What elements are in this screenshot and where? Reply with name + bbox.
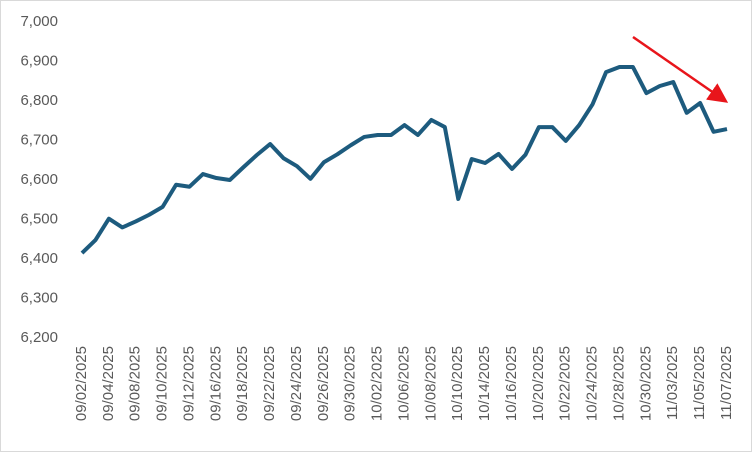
x-tick-label: 09/02/2025 (73, 346, 90, 421)
x-tick-label: 09/22/2025 (261, 346, 278, 421)
x-tick-label: 11/03/2025 (664, 346, 681, 420)
x-tick-label: 10/14/2025 (476, 346, 493, 421)
x-tick-label: 09/30/2025 (342, 346, 359, 421)
x-tick-label: 10/16/2025 (503, 346, 520, 421)
x-tick-label: 09/04/2025 (100, 346, 117, 421)
x-tick-label: 09/10/2025 (154, 346, 171, 421)
x-tick-label: 10/10/2025 (449, 346, 466, 421)
trend-arrow (632, 35, 729, 103)
y-tick-label: 7,000 (20, 13, 58, 30)
y-tick-label: 6,800 (20, 92, 58, 109)
x-tick-label: 10/22/2025 (557, 346, 574, 421)
x-tick-label: 10/20/2025 (530, 346, 547, 421)
x-tick-label: 10/24/2025 (584, 346, 601, 421)
x-tick-label: 11/05/2025 (691, 346, 708, 420)
series-line (80, 65, 728, 255)
y-tick-label: 6,700 (20, 131, 58, 148)
x-tick-label: 10/02/2025 (369, 346, 386, 421)
x-tick-label: 10/06/2025 (395, 346, 412, 421)
x-tick-label: 10/30/2025 (637, 346, 654, 421)
y-tick-label: 6,400 (20, 250, 58, 267)
x-tick-label: 09/24/2025 (288, 346, 305, 421)
y-tick-label: 6,500 (20, 210, 58, 227)
x-tick-label: 11/07/2025 (718, 346, 735, 420)
y-tick-label: 6,200 (20, 329, 58, 346)
y-tick-label: 6,300 (20, 289, 58, 306)
x-tick-label: 09/26/2025 (315, 346, 332, 421)
x-tick-label: 09/08/2025 (127, 346, 144, 421)
x-tick-label: 09/16/2025 (207, 346, 224, 421)
x-tick-label: 10/28/2025 (610, 346, 627, 421)
y-tick-label: 6,900 (20, 52, 58, 69)
x-tick-label: 09/18/2025 (234, 346, 251, 421)
x-tick-label: 09/12/2025 (180, 346, 197, 421)
x-tick-label: 10/08/2025 (422, 346, 439, 421)
y-tick-label: 6,600 (20, 171, 58, 188)
